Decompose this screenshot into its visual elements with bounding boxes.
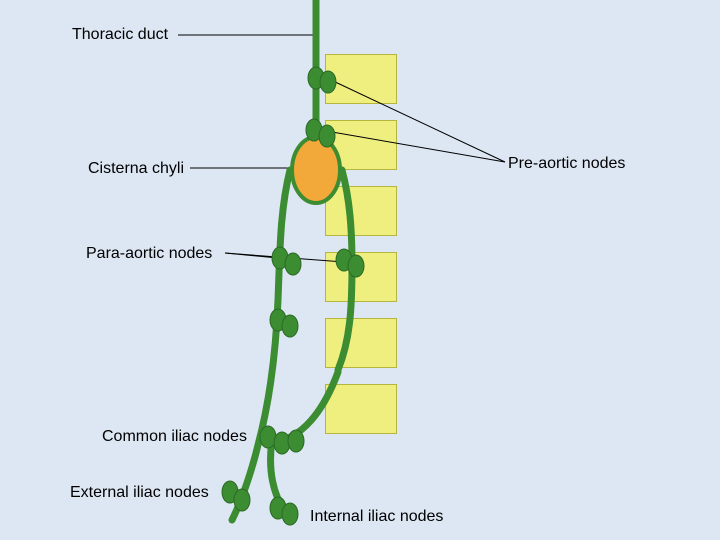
diagram-stage: Thoracic duct Cisterna chyli Para-aortic n… [0, 0, 720, 540]
lymph-node [234, 489, 250, 511]
label-common-iliac: Common iliac nodes [102, 428, 247, 446]
label-para-aortic: Para-aortic nodes [86, 245, 212, 263]
leader-line [332, 132, 505, 162]
leader-line [331, 80, 505, 162]
label-cisterna-chyli: Cisterna chyli [88, 160, 184, 178]
cisterna-chyli [292, 137, 340, 203]
lymph-node [319, 125, 335, 147]
lymph-node [285, 253, 301, 275]
lymphatic-trunk [272, 372, 338, 442]
lymph-node [282, 503, 298, 525]
lymph-node [274, 432, 290, 454]
lymph-node [288, 430, 304, 452]
lymph-node [348, 255, 364, 277]
label-internal-iliac: Internal iliac nodes [310, 508, 443, 526]
lymphatic-trunk [232, 170, 290, 520]
label-thoracic-duct: Thoracic duct [72, 26, 168, 44]
lymph-node [320, 71, 336, 93]
label-pre-aortic: Pre-aortic nodes [508, 155, 625, 173]
label-external-iliac: External iliac nodes [70, 484, 209, 502]
diagram-svg [0, 0, 720, 540]
lymph-node [282, 315, 298, 337]
